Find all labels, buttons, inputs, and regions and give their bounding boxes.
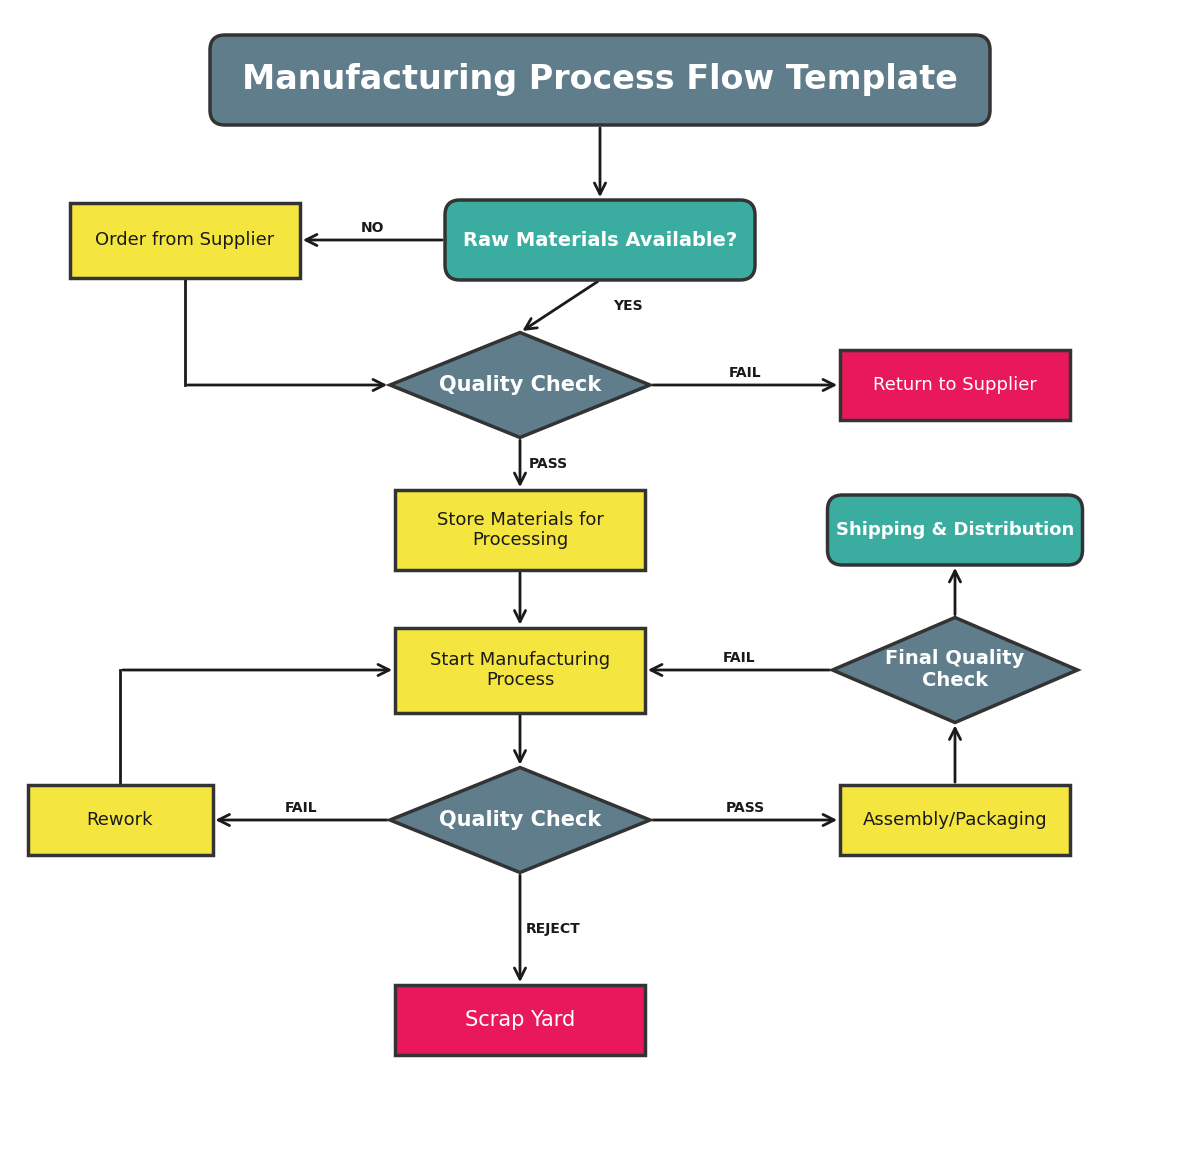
Text: Order from Supplier: Order from Supplier (95, 231, 275, 249)
Text: FAIL: FAIL (722, 651, 755, 665)
Text: Raw Materials Available?: Raw Materials Available? (463, 230, 737, 250)
Text: Final Quality
Check: Final Quality Check (886, 649, 1025, 690)
Text: Quality Check: Quality Check (439, 375, 601, 395)
Text: NO: NO (361, 221, 384, 235)
Text: Scrap Yard: Scrap Yard (464, 1010, 575, 1030)
Polygon shape (390, 333, 650, 438)
Text: FAIL: FAIL (728, 366, 761, 380)
Text: Store Materials for
Processing: Store Materials for Processing (437, 510, 604, 549)
Text: Assembly/Packaging: Assembly/Packaging (863, 811, 1048, 829)
Text: Quality Check: Quality Check (439, 809, 601, 830)
Bar (70, 202, 300, 278)
Polygon shape (833, 618, 1078, 723)
Text: Start Manufacturing
Process: Start Manufacturing Process (430, 651, 610, 689)
Polygon shape (390, 767, 650, 872)
Bar (395, 627, 646, 712)
Text: REJECT: REJECT (526, 922, 581, 936)
Bar (395, 985, 646, 1055)
FancyBboxPatch shape (828, 495, 1082, 565)
FancyBboxPatch shape (210, 35, 990, 125)
Text: FAIL: FAIL (284, 801, 318, 815)
Text: Return to Supplier: Return to Supplier (874, 376, 1037, 394)
Text: YES: YES (613, 299, 643, 313)
Text: PASS: PASS (528, 457, 568, 471)
Bar (395, 491, 646, 570)
Text: Manufacturing Process Flow Template: Manufacturing Process Flow Template (242, 63, 958, 97)
Bar (840, 785, 1070, 855)
Text: PASS: PASS (726, 801, 764, 815)
Bar (840, 350, 1070, 420)
Bar (28, 785, 212, 855)
Text: Rework: Rework (86, 811, 154, 829)
FancyBboxPatch shape (445, 200, 755, 280)
Text: Shipping & Distribution: Shipping & Distribution (836, 521, 1074, 538)
